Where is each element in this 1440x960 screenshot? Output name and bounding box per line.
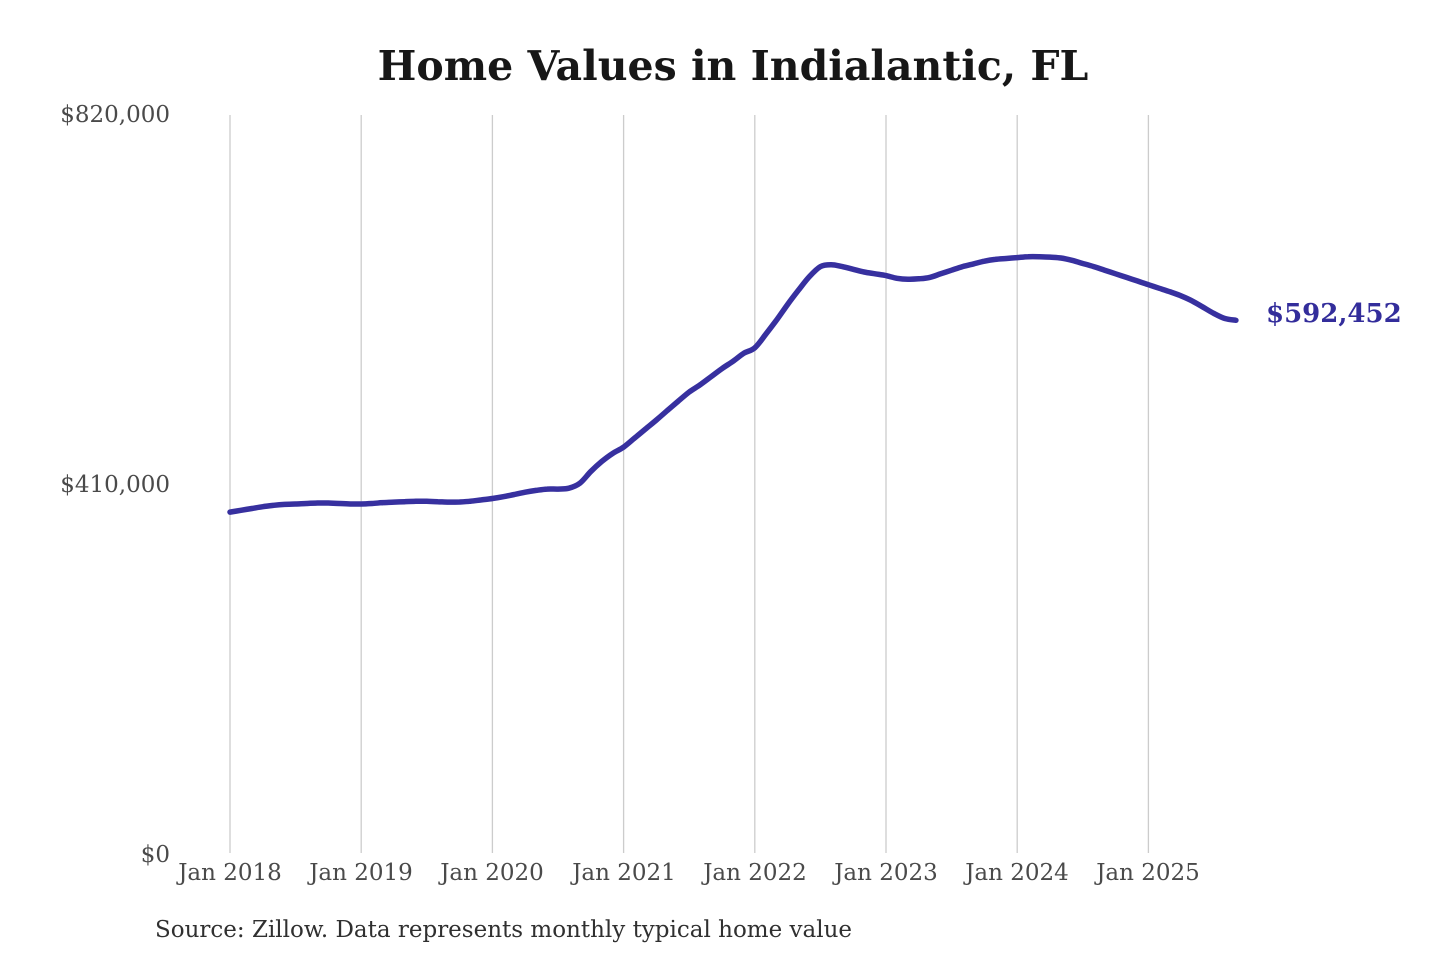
y-axis-tick-410000: $410,000: [60, 472, 170, 498]
x-axis-tick-jan-2023: Jan 2023: [834, 860, 938, 886]
y-axis-tick-820000: $820,000: [60, 102, 170, 128]
x-axis-tick-jan-2022: Jan 2022: [703, 860, 807, 886]
source-note: Source: Zillow. Data represents monthly …: [155, 917, 853, 943]
x-axis-tick-jan-2018: Jan 2018: [178, 860, 282, 886]
x-axis-tick-jan-2019: Jan 2019: [309, 860, 413, 886]
chart-title: Home Values in Indialantic, FL: [377, 42, 1089, 90]
latest-value-label: $592,452: [1266, 299, 1402, 329]
y-axis-tick-0: $0: [140, 842, 170, 868]
x-axis-tick-jan-2020: Jan 2020: [440, 860, 544, 886]
x-axis-tick-jan-2025: Jan 2025: [1096, 860, 1200, 886]
home-value-line-series: [227, 253, 1239, 515]
x-axis-tick-jan-2021: Jan 2021: [572, 860, 676, 886]
x-axis-tick-jan-2024: Jan 2024: [965, 860, 1069, 886]
vertical-gridlines: [229, 115, 1150, 853]
